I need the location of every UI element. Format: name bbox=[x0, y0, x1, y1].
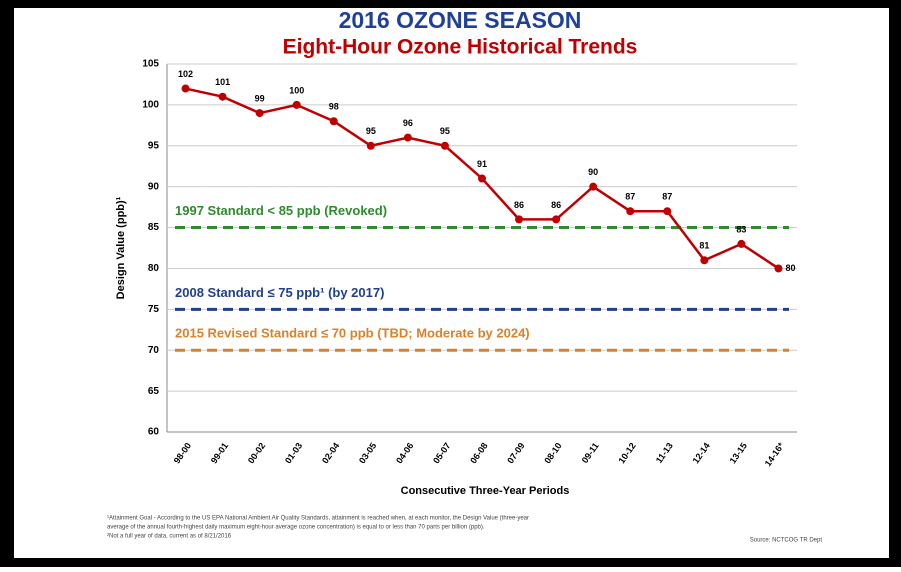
marker bbox=[515, 215, 524, 224]
footnote: average of the annual fourth-highest dai… bbox=[107, 525, 485, 531]
chart-subtitle: Eight-Hour Ozone Historical Trends bbox=[283, 36, 638, 59]
data-label: 86 bbox=[551, 200, 561, 210]
marker bbox=[366, 141, 375, 150]
marker bbox=[255, 109, 264, 118]
y-tick-label: 100 bbox=[142, 100, 159, 111]
y-tick-label: 60 bbox=[148, 427, 160, 438]
panel bbox=[14, 8, 889, 558]
y-tick-label: 75 bbox=[148, 304, 160, 315]
chart-title: 2016 OZONE SEASON bbox=[339, 7, 582, 33]
data-label: 87 bbox=[625, 192, 635, 202]
marker bbox=[403, 133, 412, 142]
marker bbox=[774, 264, 783, 273]
footnote: ¹Attainment Goal - According to the US E… bbox=[107, 516, 529, 522]
footnote: ²Not a full year of data, current as of … bbox=[107, 534, 232, 540]
data-label: 91 bbox=[477, 159, 487, 169]
marker bbox=[737, 239, 746, 248]
marker bbox=[663, 207, 672, 216]
data-label: 83 bbox=[736, 224, 746, 234]
y-tick-label: 95 bbox=[148, 140, 160, 151]
y-tick-label: 80 bbox=[148, 263, 160, 274]
x-axis-label: Consecutive Three-Year Periods bbox=[401, 485, 570, 497]
y-tick-label: 105 bbox=[142, 59, 159, 70]
data-label: 98 bbox=[329, 102, 339, 112]
source: Source: NCTCOG TR Dept bbox=[750, 538, 823, 544]
marker bbox=[626, 207, 635, 216]
y-axis-label: Design Value (ppb)¹ bbox=[115, 196, 127, 299]
marker bbox=[181, 84, 190, 93]
data-label: 101 bbox=[215, 77, 230, 87]
data-label: 90 bbox=[588, 167, 598, 177]
marker bbox=[700, 256, 709, 265]
reference-label: 1997 Standard < 85 ppb (Revoked) bbox=[175, 203, 387, 218]
data-label: 81 bbox=[699, 241, 709, 251]
marker bbox=[552, 215, 561, 224]
data-label: 102 bbox=[178, 69, 193, 79]
data-label: 86 bbox=[514, 200, 524, 210]
marker bbox=[329, 117, 338, 126]
y-tick-label: 90 bbox=[148, 181, 160, 192]
data-label: 96 bbox=[403, 118, 413, 128]
reference-label: 2008 Standard ≤ 75 ppb¹ (by 2017) bbox=[175, 285, 384, 300]
y-tick-label: 65 bbox=[148, 386, 160, 397]
y-tick-label: 85 bbox=[148, 222, 160, 233]
data-label: 95 bbox=[366, 126, 376, 136]
data-label: 80 bbox=[785, 263, 795, 273]
marker bbox=[218, 92, 227, 101]
marker bbox=[440, 141, 449, 150]
reference-label: 2015 Revised Standard ≤ 70 ppb (TBD; Mod… bbox=[175, 326, 530, 341]
y-tick-label: 70 bbox=[148, 345, 160, 356]
marker bbox=[478, 174, 486, 183]
data-label: 87 bbox=[662, 192, 672, 202]
marker bbox=[292, 100, 301, 109]
data-label: 100 bbox=[289, 85, 304, 95]
data-label: 95 bbox=[440, 126, 450, 136]
data-label: 99 bbox=[255, 93, 265, 103]
marker bbox=[589, 182, 598, 191]
